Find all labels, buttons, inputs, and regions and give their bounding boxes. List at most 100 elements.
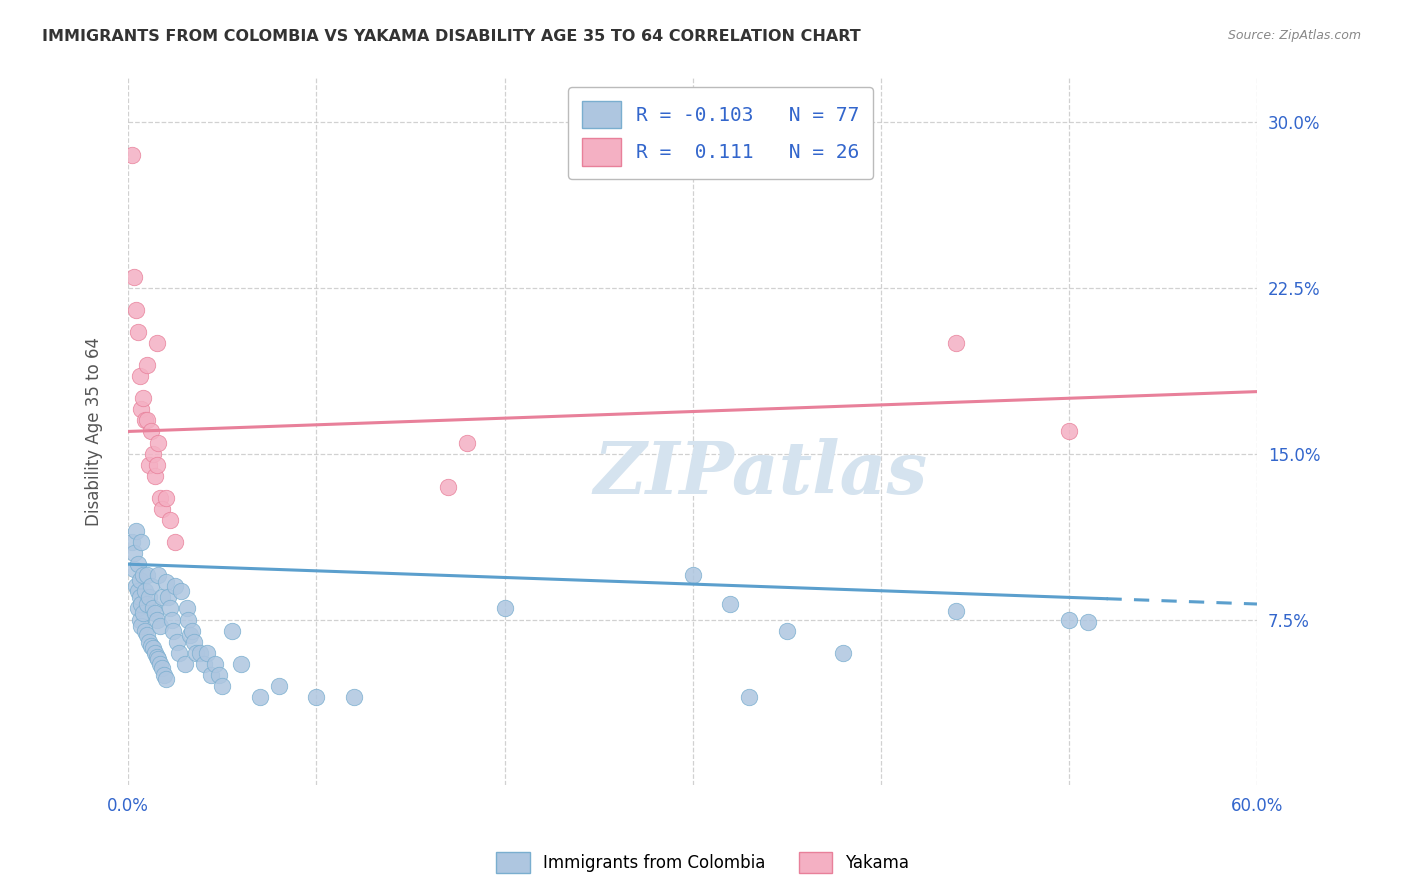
Point [170, 583, 193, 598]
Point [143, 646, 166, 660]
Legend: R = -0.103   N = 77, R =  0.111   N = 26: R = -0.103 N = 77, R = 0.111 N = 26 [568, 87, 873, 179]
Legend: Immigrants from Colombia, Yakama: Immigrants from Colombia, Yakama [489, 846, 917, 880]
Point [207, 668, 229, 682]
Point [125, 579, 148, 593]
Point [195, 646, 218, 660]
Point [148, 652, 170, 666]
Text: Source: ZipAtlas.com: Source: ZipAtlas.com [1227, 29, 1361, 42]
Point [148, 435, 170, 450]
Point [945, 335, 967, 350]
Point [138, 591, 160, 605]
Point [127, 325, 149, 339]
Point [131, 619, 153, 633]
Point [128, 573, 150, 587]
Point [122, 269, 145, 284]
Point [139, 425, 162, 439]
Point [136, 358, 159, 372]
Point [149, 491, 172, 505]
Point [159, 513, 181, 527]
Point [718, 597, 741, 611]
Point [121, 148, 143, 162]
Point [159, 601, 181, 615]
Point [139, 579, 162, 593]
Point [132, 606, 155, 620]
Text: IMMIGRANTS FROM COLOMBIA VS YAKAMA DISABILITY AGE 35 TO 64 CORRELATION CHART: IMMIGRANTS FROM COLOMBIA VS YAKAMA DISAB… [42, 29, 860, 44]
Point [131, 402, 153, 417]
Point [145, 613, 167, 627]
Point [122, 546, 145, 560]
Point [150, 501, 173, 516]
Point [776, 624, 799, 638]
Point [131, 535, 153, 549]
Point [738, 690, 761, 704]
Point [136, 628, 159, 642]
Point [305, 690, 328, 704]
Point [128, 613, 150, 627]
Point [145, 650, 167, 665]
Point [127, 558, 149, 572]
Point [149, 619, 172, 633]
Point [682, 568, 704, 582]
Point [148, 568, 170, 582]
Point [249, 690, 271, 704]
Point [945, 604, 967, 618]
Point [127, 583, 149, 598]
Point [176, 601, 198, 615]
Point [200, 668, 222, 682]
Point [155, 574, 177, 589]
Point [121, 535, 143, 549]
Point [267, 679, 290, 693]
Text: ZIPatlas: ZIPatlas [593, 439, 928, 509]
Point [138, 458, 160, 472]
Point [149, 657, 172, 671]
Point [134, 624, 156, 638]
Point [179, 628, 201, 642]
Point [132, 391, 155, 405]
Point [437, 480, 460, 494]
Point [160, 613, 183, 627]
Point [166, 634, 188, 648]
Point [134, 413, 156, 427]
Point [134, 583, 156, 598]
Point [456, 435, 478, 450]
Point [211, 679, 233, 693]
Point [221, 624, 243, 638]
Point [231, 657, 253, 671]
Point [832, 646, 855, 660]
Point [183, 634, 205, 648]
Point [145, 335, 167, 350]
Point [181, 624, 204, 638]
Point [142, 601, 165, 615]
Point [204, 657, 226, 671]
Point [155, 672, 177, 686]
Point [494, 601, 516, 615]
Point [177, 613, 200, 627]
Point [125, 302, 148, 317]
Point [128, 369, 150, 384]
Point [131, 597, 153, 611]
Point [1077, 615, 1099, 629]
Point [142, 641, 165, 656]
Point [139, 639, 162, 653]
Point [156, 591, 179, 605]
Point [138, 634, 160, 648]
Point [136, 568, 159, 582]
Point [155, 491, 177, 505]
Point [122, 561, 145, 575]
Point [142, 446, 165, 460]
Point [145, 458, 167, 472]
Point [125, 524, 148, 538]
Point [343, 690, 366, 704]
Point [165, 535, 187, 549]
Point [1057, 425, 1080, 439]
Point [162, 624, 184, 638]
Point [143, 606, 166, 620]
Point [150, 661, 173, 675]
Point [167, 646, 190, 660]
Y-axis label: Disability Age 35 to 64: Disability Age 35 to 64 [86, 337, 103, 526]
Point [136, 597, 159, 611]
Point [173, 657, 195, 671]
Point [153, 668, 176, 682]
Point [188, 646, 211, 660]
Point [193, 657, 215, 671]
